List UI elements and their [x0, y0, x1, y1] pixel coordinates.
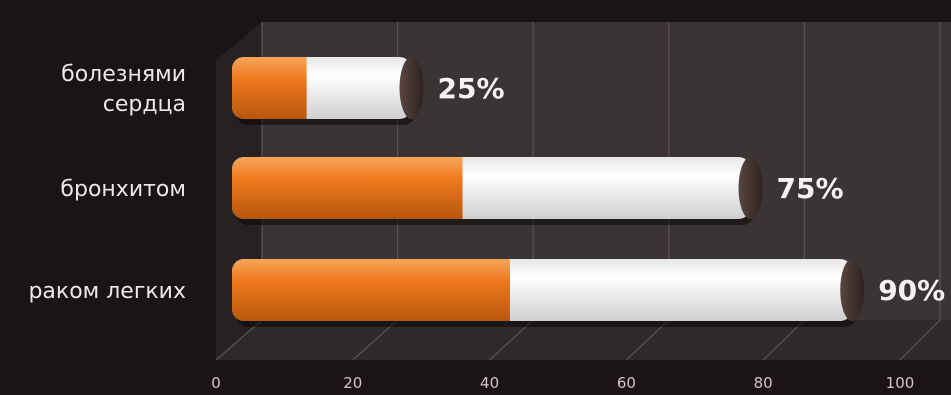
bar-orange-join	[497, 259, 510, 321]
labels: 0 20 40 60 80 100 25% 75% 90% болезнями сердца брон…	[28, 62, 945, 392]
x-tick-label: 100	[886, 374, 915, 392]
bar-value-label: 90%	[878, 274, 945, 307]
bar-orange-join	[294, 57, 307, 119]
x-tick-label: 20	[343, 374, 362, 392]
x-tick-label: 40	[480, 374, 499, 392]
bars	[232, 57, 865, 327]
bar-value-label: 25%	[438, 72, 505, 105]
x-tick-label: 80	[754, 374, 773, 392]
bar-orange-segment	[232, 157, 463, 219]
plot-floor	[216, 320, 951, 360]
x-tick-label: 0	[211, 374, 221, 392]
gridline-floor	[899, 319, 941, 361]
bar-value-label: 75%	[777, 172, 844, 205]
category-label: раком легких	[28, 279, 186, 304]
bar-end-cap	[399, 57, 424, 119]
category-label: бронхитом	[60, 177, 186, 202]
bar-orange-segment	[232, 259, 510, 321]
bar-end-cap	[840, 259, 865, 321]
x-tick-label: 60	[617, 374, 636, 392]
bar-orange-segment	[232, 57, 307, 119]
bar-end-cap	[738, 157, 763, 219]
category-label: болезнями сердца	[61, 62, 186, 117]
bar-orange-join	[450, 157, 463, 219]
